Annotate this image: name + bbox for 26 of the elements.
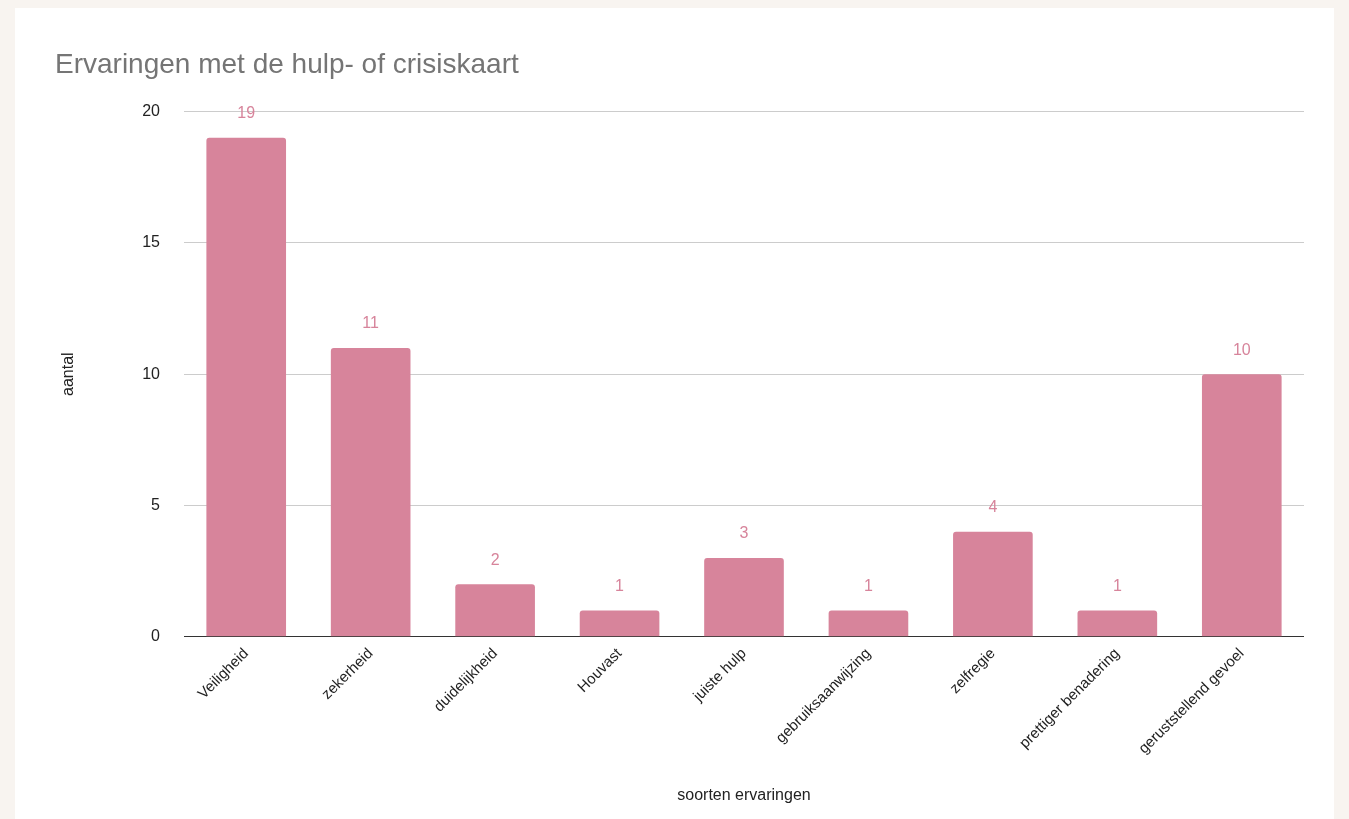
bar xyxy=(579,610,660,637)
y-axis-title: aantal xyxy=(59,352,77,397)
bar xyxy=(330,347,411,637)
y-tick-label: 20 xyxy=(142,102,161,120)
chart-title: Ervaringen met de hulp- of crisiskaart xyxy=(55,47,519,79)
y-tick-label: 5 xyxy=(151,495,161,513)
data-label: 10 xyxy=(1232,340,1251,358)
data-label: 19 xyxy=(237,104,256,122)
bar xyxy=(953,531,1033,637)
y-tick-label: 0 xyxy=(151,627,161,645)
bar xyxy=(455,584,535,637)
x-axis-title: soorten ervaringen xyxy=(677,785,811,803)
data-label: 3 xyxy=(739,524,749,542)
bar xyxy=(1077,610,1158,637)
bar xyxy=(828,610,909,637)
data-label: 2 xyxy=(490,550,500,568)
data-label: 1 xyxy=(1112,576,1122,594)
bar xyxy=(1201,374,1282,637)
data-label: 1 xyxy=(615,576,625,594)
y-tick-label: 10 xyxy=(142,364,161,382)
data-label: 4 xyxy=(988,498,998,516)
data-label: 11 xyxy=(362,314,380,332)
y-tick-label: 15 xyxy=(142,233,161,251)
bar xyxy=(206,137,287,637)
bar xyxy=(704,558,784,637)
data-label: 1 xyxy=(863,576,873,594)
